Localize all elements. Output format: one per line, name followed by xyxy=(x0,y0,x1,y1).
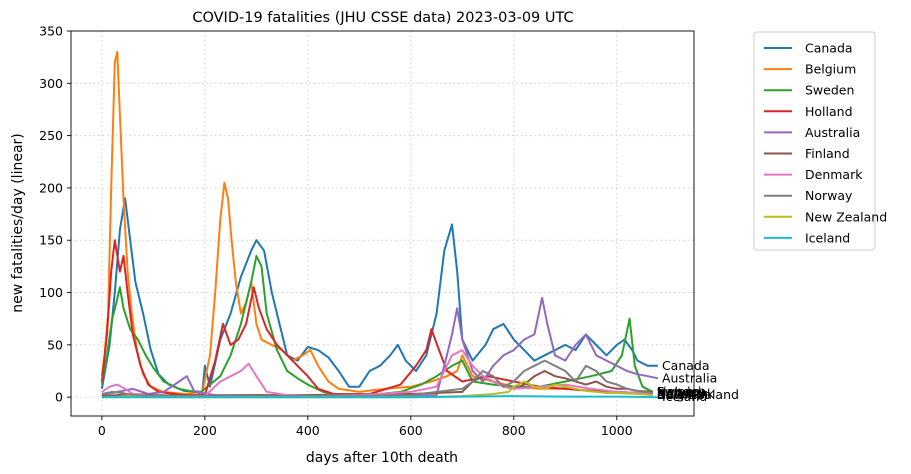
x-tick-label: 800 xyxy=(502,423,526,438)
series-end-labels: Canada BelgiumSwedenHollandAustraliaFinla… xyxy=(657,358,739,404)
legend-entry-sweden: Sweden xyxy=(805,83,854,98)
y-tick-label: 100 xyxy=(39,285,63,300)
x-axis-label: days after 10th death xyxy=(306,450,458,466)
legend-entry-denmark: Denmark xyxy=(805,167,863,182)
series-line-iceland xyxy=(101,395,659,399)
x-tick-label: 200 xyxy=(193,423,217,438)
x-tick-label: 600 xyxy=(399,423,423,438)
y-tick-label: 50 xyxy=(47,337,63,352)
legend-entry-belgium: Belgium xyxy=(805,62,856,77)
end-label-iceland: Iceland xyxy=(662,389,707,404)
legend-entry-canada: Canada xyxy=(805,41,853,56)
legend-entry-finland: Finland xyxy=(805,146,850,161)
axis-ticks: 0 200 400 600 800 1000 0 50 100 150 200 250 300 350 xyxy=(39,24,633,439)
y-tick-label: 300 xyxy=(39,76,63,91)
y-tick-label: 350 xyxy=(39,24,63,39)
legend-entry-australia: Australia xyxy=(805,125,860,140)
legend-entry-new-zealand: New Zealand xyxy=(805,209,887,224)
series-line-norway xyxy=(101,359,653,398)
end-label-sweden: Sweden xyxy=(657,384,706,399)
end-label-denmark: Denmark xyxy=(657,386,715,401)
end-label-australia: Australia xyxy=(662,370,717,385)
chart-title: COVID-19 fatalities (JHU CSSE data) 2023… xyxy=(192,10,573,26)
end-label-holland: Holland xyxy=(657,386,705,401)
end-label-new-zealand: New Zealand xyxy=(657,387,739,402)
x-tick-label: 400 xyxy=(296,423,320,438)
x-tick-label: 0 xyxy=(98,423,106,438)
series-line-sweden xyxy=(100,254,654,397)
y-tick-label: 200 xyxy=(39,180,63,195)
series-line-holland xyxy=(100,239,653,397)
plot-frame xyxy=(70,30,695,417)
y-tick-label: 0 xyxy=(55,390,63,405)
x-tick-label: 1000 xyxy=(601,423,633,438)
legend-entry-holland: Holland xyxy=(805,104,853,119)
end-label-norway: Norway xyxy=(657,385,705,400)
legend: Canada Belgium Sweden Holland Australia Finla… xyxy=(753,31,887,251)
y-tick-label: 250 xyxy=(39,128,63,143)
end-label-finland: Finland xyxy=(657,384,702,399)
y-axis-label: new fatalities/day (linear) xyxy=(10,133,26,312)
end-label-canada: Canada xyxy=(662,358,710,373)
legend-entry-iceland: Iceland xyxy=(805,230,850,245)
series-lines xyxy=(100,50,659,399)
y-tick-label: 150 xyxy=(39,233,63,248)
series-line-belgium xyxy=(100,50,653,397)
legend-entry-norway: Norway xyxy=(805,188,853,203)
end-label-belgium: Belgium xyxy=(657,387,708,402)
